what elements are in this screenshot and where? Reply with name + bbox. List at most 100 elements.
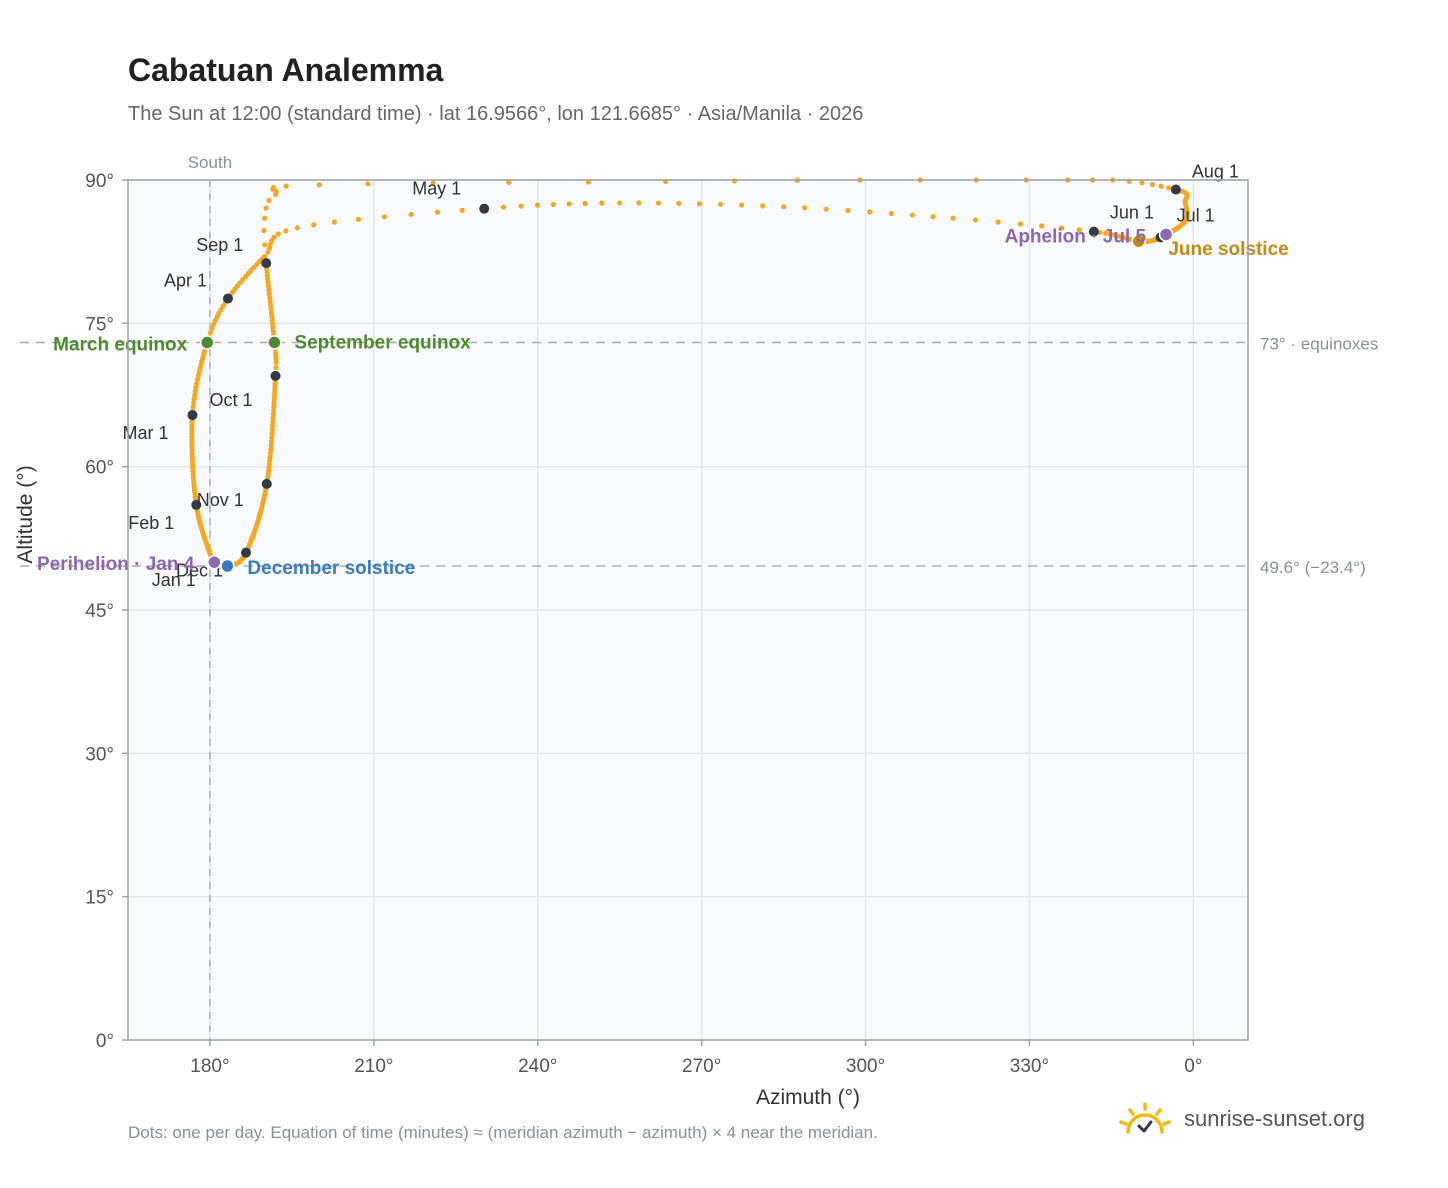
daily-sun-dot bbox=[676, 200, 682, 206]
daily-sun-dot bbox=[930, 214, 936, 220]
event-label: June solstice bbox=[1168, 239, 1288, 260]
daily-sun-dot bbox=[506, 179, 512, 186]
y-tick-label: 45° bbox=[85, 601, 114, 622]
brand-logo[interactable]: sunrise-sunset.org bbox=[1118, 1102, 1365, 1136]
daily-sun-dot bbox=[270, 411, 276, 417]
x-tick-label: 210° bbox=[354, 1056, 393, 1077]
x-tick-label: 270° bbox=[682, 1056, 721, 1077]
month-label: Feb 1 bbox=[128, 513, 174, 533]
daily-sun-dot bbox=[267, 450, 274, 456]
daily-sun-dot bbox=[271, 403, 277, 410]
daily-sun-dot bbox=[731, 178, 738, 184]
daily-sun-dot bbox=[266, 287, 272, 293]
daily-sun-dot bbox=[550, 201, 556, 207]
x-tick-label: 0° bbox=[1184, 1056, 1202, 1077]
daily-sun-dot bbox=[1158, 183, 1164, 189]
daily-sun-dot bbox=[950, 215, 956, 221]
daily-sun-dot bbox=[655, 200, 662, 206]
daily-sun-dot bbox=[267, 298, 273, 305]
chart-footnote: Dots: one per day. Equation of time (min… bbox=[128, 1123, 878, 1142]
daily-sun-dot bbox=[1149, 181, 1156, 188]
daily-sun-dot bbox=[566, 201, 572, 207]
x-axis-label: Azimuth (°) bbox=[756, 1086, 860, 1109]
daily-sun-dot bbox=[995, 219, 1001, 225]
daily-sun-dot bbox=[192, 392, 198, 398]
daily-sun-dot bbox=[283, 228, 289, 234]
month-marker bbox=[1088, 226, 1099, 237]
daily-sun-dot bbox=[1039, 223, 1045, 229]
daily-sun-dot bbox=[355, 216, 362, 222]
daily-sun-dot bbox=[888, 210, 894, 217]
daily-sun-dot bbox=[311, 222, 317, 228]
month-label: Nov 1 bbox=[197, 490, 244, 510]
daily-sun-dot bbox=[802, 205, 808, 211]
daily-sun-dot bbox=[1166, 185, 1172, 191]
daily-sun-dot bbox=[267, 295, 273, 301]
event-marker bbox=[1158, 227, 1174, 242]
event-marker bbox=[220, 558, 235, 574]
daily-sun-dot bbox=[268, 438, 275, 445]
daily-sun-dot bbox=[261, 215, 268, 221]
daily-sun-dot bbox=[408, 211, 414, 218]
event-markers: March equinox September equinox June solst… bbox=[37, 226, 1289, 579]
daily-sun-dot bbox=[1107, 231, 1113, 237]
event-marker bbox=[199, 335, 215, 350]
daily-sun-dot bbox=[209, 325, 215, 331]
y-tick-label: 90° bbox=[85, 171, 114, 192]
y-tick-label: 0° bbox=[96, 1031, 114, 1052]
daily-sun-dot bbox=[192, 388, 198, 394]
chart-subtitle: The Sun at 12:00 (standard time) · lat 1… bbox=[128, 103, 864, 125]
event-label: Perihelion · Jan 4 bbox=[37, 554, 195, 575]
daily-sun-dot bbox=[283, 183, 289, 189]
month-label: Aug 1 bbox=[1192, 162, 1239, 182]
daily-sun-dot bbox=[269, 430, 275, 437]
daily-sun-dot bbox=[518, 203, 524, 209]
month-marker bbox=[191, 499, 202, 510]
daily-sun-dot bbox=[268, 446, 274, 452]
daily-sun-dot bbox=[270, 415, 276, 421]
daily-sun-dot bbox=[459, 207, 465, 213]
event-label: December solstice bbox=[247, 558, 415, 579]
daily-sun-dot bbox=[430, 180, 436, 186]
daily-sun-dot bbox=[381, 214, 387, 220]
x-tick-label: 240° bbox=[518, 1056, 557, 1077]
daily-sun-dot bbox=[272, 191, 279, 197]
daily-sun-dot bbox=[273, 365, 279, 371]
month-label: Jan 1 bbox=[152, 570, 196, 590]
daily-sun-dot bbox=[434, 209, 441, 215]
month-marker bbox=[1170, 184, 1181, 195]
reference-lines: South 73° · equinoxes 49.6° (−23.4°) bbox=[20, 153, 1378, 1040]
daily-sun-dot bbox=[190, 404, 196, 410]
y-tick-label: 75° bbox=[85, 314, 114, 335]
daily-sun-dot bbox=[696, 201, 703, 207]
meridian-label: South bbox=[188, 153, 232, 172]
daily-sun-dot bbox=[738, 202, 745, 208]
x-tick-label: 300° bbox=[846, 1056, 885, 1077]
daily-sun-dot bbox=[262, 242, 268, 248]
daily-sun-dot bbox=[268, 442, 274, 449]
event-marker bbox=[1131, 233, 1146, 249]
daily-sun-dot bbox=[636, 200, 642, 206]
daily-sun-dot bbox=[1058, 225, 1065, 231]
daily-sun-dot bbox=[617, 200, 623, 206]
month-marker bbox=[222, 293, 233, 304]
month-label: Mar 1 bbox=[122, 423, 168, 443]
month-label: Oct 1 bbox=[210, 390, 253, 410]
daily-sun-dot bbox=[331, 219, 338, 225]
month-marker bbox=[187, 410, 198, 421]
month-marker bbox=[270, 370, 281, 381]
daily-sun-dot bbox=[270, 423, 276, 429]
daily-sun-dot bbox=[267, 302, 274, 309]
y-axis-label: Altitude (°) bbox=[14, 465, 37, 563]
daily-sun-dot bbox=[261, 253, 268, 260]
event-marker bbox=[267, 335, 282, 350]
daily-sun-dot bbox=[1102, 230, 1109, 236]
daily-sun-dot bbox=[867, 209, 873, 215]
daily-sun-dot bbox=[266, 291, 272, 297]
reference-line-label: 49.6° (−23.4°) bbox=[1260, 558, 1366, 577]
daily-sun-dot bbox=[191, 396, 197, 402]
daily-sun-dot bbox=[972, 217, 979, 223]
daily-sun-dot bbox=[909, 212, 916, 218]
y-tick-label: 60° bbox=[85, 458, 114, 479]
